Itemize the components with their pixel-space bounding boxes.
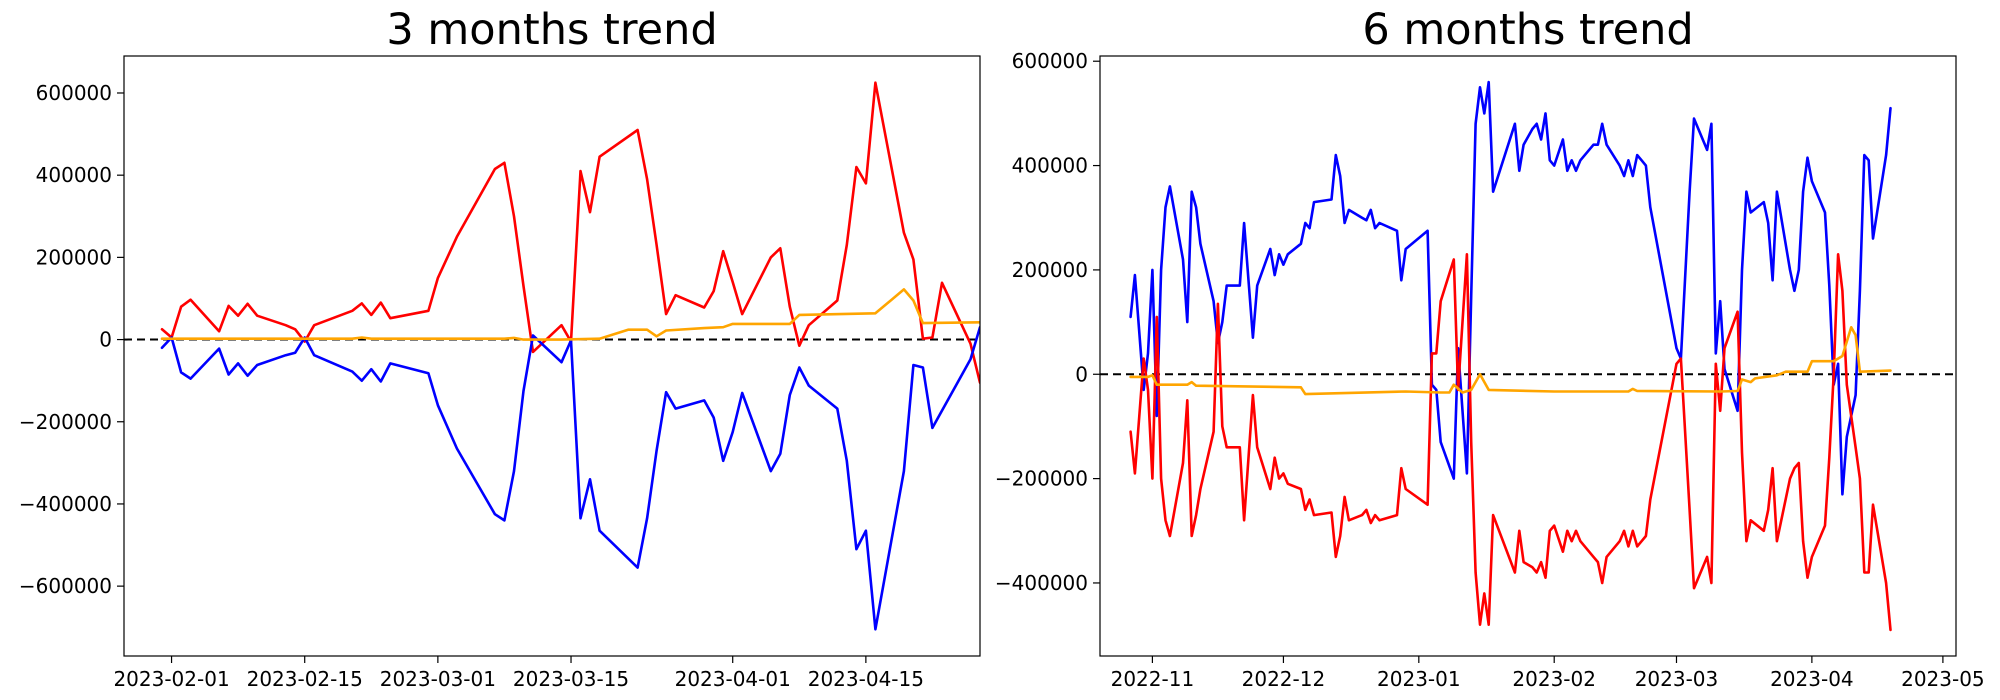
plot-frame [123, 55, 981, 657]
series-line-1 [160, 325, 980, 631]
series-line-2 [160, 288, 980, 341]
chart-title: 6 months trend [1362, 5, 1693, 55]
y-tick-label: 600000 [1012, 49, 1088, 73]
series-line-0 [1129, 80, 1892, 496]
x-tick-label: 2023-04 [1770, 667, 1854, 691]
y-tick-label: 200000 [36, 245, 112, 269]
series-line-0 [160, 81, 980, 385]
y-tick-label: −200000 [995, 467, 1088, 491]
y-tick-label: −200000 [19, 410, 112, 434]
x-tick-label: 2023-02 [1512, 667, 1596, 691]
x-tick-label: 2023-03-15 [513, 667, 629, 691]
y-tick-label: −600000 [19, 574, 112, 598]
x-tick-label: 2023-01 [1377, 667, 1461, 691]
plot-area [160, 81, 980, 631]
chart-panel-6-months: 6 months trend −400000 −200000 0 200000 40000… [995, 5, 1985, 691]
chart-panel-3-months: 3 months trend −600000 −400000 −200000 0 2000… [19, 5, 981, 691]
y-tick-label: 600000 [36, 81, 112, 105]
plot-frame [1099, 55, 1957, 657]
series-line-2 [1129, 325, 1892, 396]
chart-title: 3 months trend [386, 5, 717, 55]
y-tick-label: −400000 [19, 492, 112, 516]
x-tick-label: 2023-05 [1901, 667, 1985, 691]
y-tick-label: −400000 [995, 571, 1088, 595]
x-tick-label: 2023-03-01 [380, 667, 496, 691]
x-tick-label: 2023-03 [1635, 667, 1719, 691]
x-tick-label: 2022-11 [1111, 667, 1195, 691]
x-tick-label: 2023-04-15 [808, 667, 924, 691]
plot-area [1129, 80, 1892, 632]
series-line-1 [1129, 253, 1892, 632]
y-tick-label: 0 [99, 328, 112, 352]
x-tick-label: 2023-02-15 [247, 667, 363, 691]
x-tick-label: 2023-02-01 [113, 667, 229, 691]
x-tick-label: 2023-04-01 [675, 667, 791, 691]
y-tick-label: 400000 [36, 163, 112, 187]
y-tick-label: 200000 [1012, 258, 1088, 282]
y-tick-label: 0 [1075, 362, 1088, 386]
x-tick-label: 2022-12 [1242, 667, 1326, 691]
y-tick-label: 400000 [1012, 154, 1088, 178]
